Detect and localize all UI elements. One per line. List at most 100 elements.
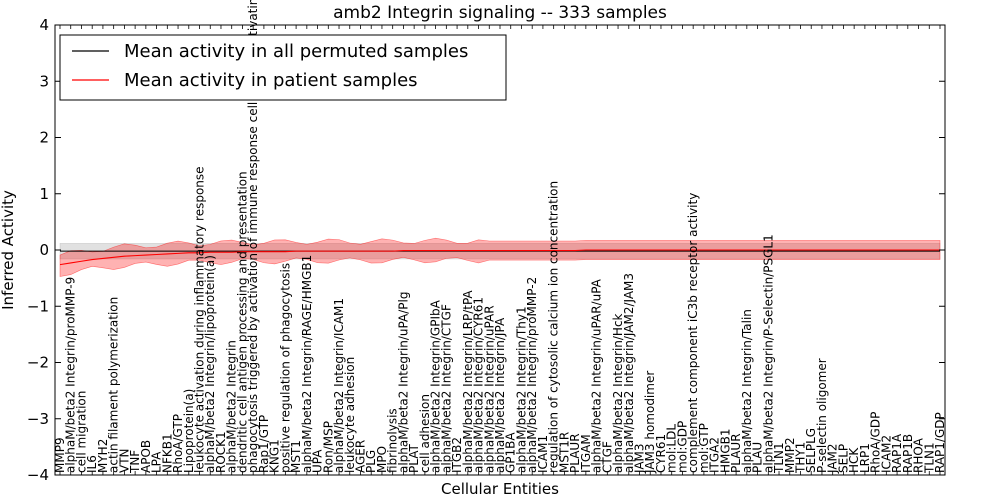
x-category-label: fibrinolysis — [386, 408, 400, 473]
x-category-label: alphaM/beta2 Integrin/uPAR/uPA — [590, 278, 604, 473]
x-category-label: PLAUR — [729, 433, 743, 473]
x-category-label: TNF — [128, 450, 142, 474]
y-tick-label-5: 1 — [39, 185, 49, 203]
x-category-label: alphaM/beta2 Integrin/JPA — [493, 317, 507, 473]
x-category-label: alphaM/beta2 Integrin/JAM2/JAM3 — [622, 273, 636, 473]
y-tick-label-6: 2 — [39, 129, 49, 147]
x-category-label: ITGB2 — [450, 437, 464, 473]
x-category-label: leukocyte activation during inflammatory… — [193, 166, 207, 473]
x-category-label: MST1 — [289, 440, 303, 473]
x-category-label: regulation of cytosolic calcium ion conc… — [547, 181, 561, 473]
y-tick-label-0: −4 — [27, 466, 49, 484]
x-category-label: JAM3 — [633, 443, 647, 474]
x-category-label: KNG1 — [268, 439, 282, 473]
y-tick-label-3: −1 — [27, 297, 49, 315]
x-category-label: PLG — [364, 450, 378, 473]
x-category-label: Rap1/GTP — [257, 415, 271, 473]
x-category-label: SELP — [836, 444, 850, 473]
x-category-label: leukocyte adhesion — [343, 357, 357, 473]
x-category-label: SELPLG — [804, 428, 818, 473]
x-category-label: RAP1A — [890, 433, 904, 473]
x-category-label: complement component iC3b receptor activ… — [686, 193, 700, 473]
x-category-label: alphaM/beta2 Integrin/CYR61 — [472, 297, 486, 473]
x-category-label: CTGF — [600, 441, 614, 473]
x-category-label: PLAT — [407, 444, 421, 473]
x-category-label: Lipoprotein(a) — [182, 389, 196, 473]
legend: Mean activity in all permuted samples Me… — [59, 34, 507, 101]
x-category-label: alphaM/beta2 Integrin — [225, 340, 239, 473]
legend-entry-permuted: Mean activity in all permuted samples — [124, 41, 468, 62]
x-category-label: RAP1/GDP — [933, 412, 947, 473]
x-category-label: AGER — [353, 440, 367, 473]
x-category-label: alphaM/beta2 Integrin/Talin — [740, 309, 754, 473]
x-category-label: P-selectin oligomer — [815, 358, 829, 473]
x-category-label: ICAM2 — [879, 435, 893, 473]
x-category-label: MMP9 — [53, 437, 67, 473]
x-category-label: mol:GTP — [697, 423, 711, 473]
series-line-1 — [59, 249, 940, 266]
x-category-label: mol:LDL — [665, 424, 679, 473]
y-tick-label-8: 4 — [39, 16, 49, 34]
x-category-label: ICAM1 — [536, 435, 550, 473]
x-category-label: LPA — [150, 451, 164, 473]
y-axis-label: Inferred Activity — [0, 190, 17, 310]
x-category-label: IL6 — [85, 455, 99, 473]
x-category-label: dendritic cell antigen processing and pr… — [235, 171, 249, 473]
x-category-label: RHOA — [912, 437, 926, 473]
x-category-label: alphaM/beta2 Integrin/uPA/Plg — [396, 292, 410, 473]
x-category-label: alphaM/beta2 Integrin/CTGF — [439, 304, 453, 473]
x-category-label: LRP1 — [858, 443, 872, 473]
x-category-label: alphaM/beta2 Integrin/lipoprotein(a) — [203, 255, 217, 473]
x-category-label: MMP2 — [783, 437, 797, 473]
x-category-label: alphaM/beta2 Integrin/RAGE/HMGB1 — [300, 255, 314, 473]
x-category-label: RhoA/GDP — [869, 412, 883, 473]
x-axis-label: Cellular Entities — [441, 480, 559, 498]
x-category-label: HMGB1 — [718, 428, 732, 473]
legend-entry-patient: Mean activity in patient samples — [124, 70, 418, 91]
x-category-label: positive regulation of phagocytosis — [278, 263, 292, 473]
chart-title: amb2 Integrin signaling -- 333 samples — [333, 3, 667, 23]
x-category-label: HCK — [847, 447, 861, 473]
x-category-label: ITGA2 — [708, 437, 722, 473]
x-category-label: RhoA/GTP — [171, 414, 185, 473]
y-tick-label-2: −2 — [27, 354, 49, 372]
x-category-label: TLN1 — [922, 442, 936, 474]
x-category-label: cell migration — [74, 391, 88, 473]
series-band-1 — [59, 237, 941, 277]
x-category-label: PLAUR — [568, 433, 582, 473]
x-category-label: UPA — [311, 449, 325, 473]
x-category-label: JAM2 — [826, 443, 840, 474]
x-category-label: actin filament polymerization — [107, 297, 121, 473]
x-category-label: Ron/MSP — [321, 421, 335, 473]
x-category-label: cell adhesion — [418, 394, 432, 473]
y-tick-label-1: −3 — [27, 410, 49, 428]
x-category-label: mol:GDP — [675, 421, 689, 473]
x-category-label: alphaM/beta2 Integrin/P-Selectin/PSGL1 — [761, 234, 775, 473]
x-category-label: THY1 — [793, 442, 807, 474]
x-category-label: NFKB1 — [160, 433, 174, 473]
legend-box — [59, 34, 507, 101]
x-category-label: PLAU — [751, 442, 765, 473]
x-category-label: MST1R — [557, 432, 571, 473]
x-category-label: MPO — [375, 446, 389, 473]
x-category-label: APOB — [139, 440, 153, 473]
x-category-label: alphaM/beta2 Integrin/proMMP-9 — [64, 277, 78, 473]
x-category-label: ITGAM — [579, 434, 593, 473]
x-category-label: GP1BA — [504, 432, 518, 473]
y-tick-label-7: 3 — [39, 72, 49, 90]
x-category-label: alphaM/beta2 Integrin/Thy1 — [514, 306, 528, 473]
x-category-label: MYH2 — [96, 439, 110, 473]
x-category-label: alphaM/beta2 Integrin/proMMP-2 — [525, 277, 539, 473]
x-category-label: CYR61 — [654, 434, 668, 473]
x-category-label: alphaM/beta2 Integrin/GPIbA — [429, 299, 443, 473]
x-category-label: alphaM/beta2 Integrin/ICAM1 — [332, 298, 346, 473]
x-category-label: JAM3 homodimer — [643, 371, 657, 474]
x-category-label: VTN — [117, 448, 131, 473]
x-category-label: alphaM/beta2 Integrin/LRP/tPA — [461, 290, 475, 473]
x-category-label: phagocytosis triggered by activation of … — [246, 0, 260, 473]
x-category-label: ROCK1 — [214, 431, 228, 473]
x-category-label: RAP1B — [901, 434, 915, 473]
x-category-label: alphaM/beta2 Integrin/uPAR — [482, 305, 496, 473]
